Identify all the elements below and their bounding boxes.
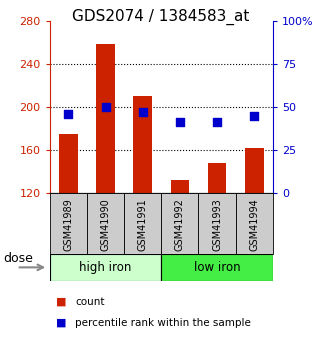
Text: GSM41990: GSM41990 <box>100 198 110 251</box>
Text: ■: ■ <box>56 318 67 327</box>
Bar <box>198 193 236 254</box>
Bar <box>208 163 226 193</box>
Bar <box>87 193 124 254</box>
Bar <box>50 193 87 254</box>
Point <box>140 109 145 115</box>
Text: GSM41993: GSM41993 <box>212 198 222 251</box>
Text: GSM41989: GSM41989 <box>63 198 73 251</box>
Bar <box>236 193 273 254</box>
Bar <box>161 254 273 281</box>
Point <box>252 113 257 118</box>
Bar <box>245 148 264 193</box>
Text: ■: ■ <box>56 297 67 307</box>
Text: GSM41992: GSM41992 <box>175 198 185 251</box>
Bar <box>50 254 161 281</box>
Text: GSM41991: GSM41991 <box>138 198 148 251</box>
Bar <box>170 180 189 193</box>
Text: high iron: high iron <box>79 261 132 274</box>
Text: GDS2074 / 1384583_at: GDS2074 / 1384583_at <box>72 9 249 25</box>
Bar <box>96 45 115 193</box>
Point <box>214 120 220 125</box>
Text: GSM41994: GSM41994 <box>249 198 259 251</box>
Point <box>103 104 108 110</box>
Bar <box>124 193 161 254</box>
Bar <box>161 193 198 254</box>
Bar <box>59 134 78 193</box>
Point <box>66 111 71 117</box>
Text: percentile rank within the sample: percentile rank within the sample <box>75 318 251 327</box>
Text: count: count <box>75 297 105 307</box>
Point <box>177 120 182 125</box>
Text: dose: dose <box>3 252 33 265</box>
Bar <box>134 96 152 193</box>
Text: low iron: low iron <box>194 261 240 274</box>
